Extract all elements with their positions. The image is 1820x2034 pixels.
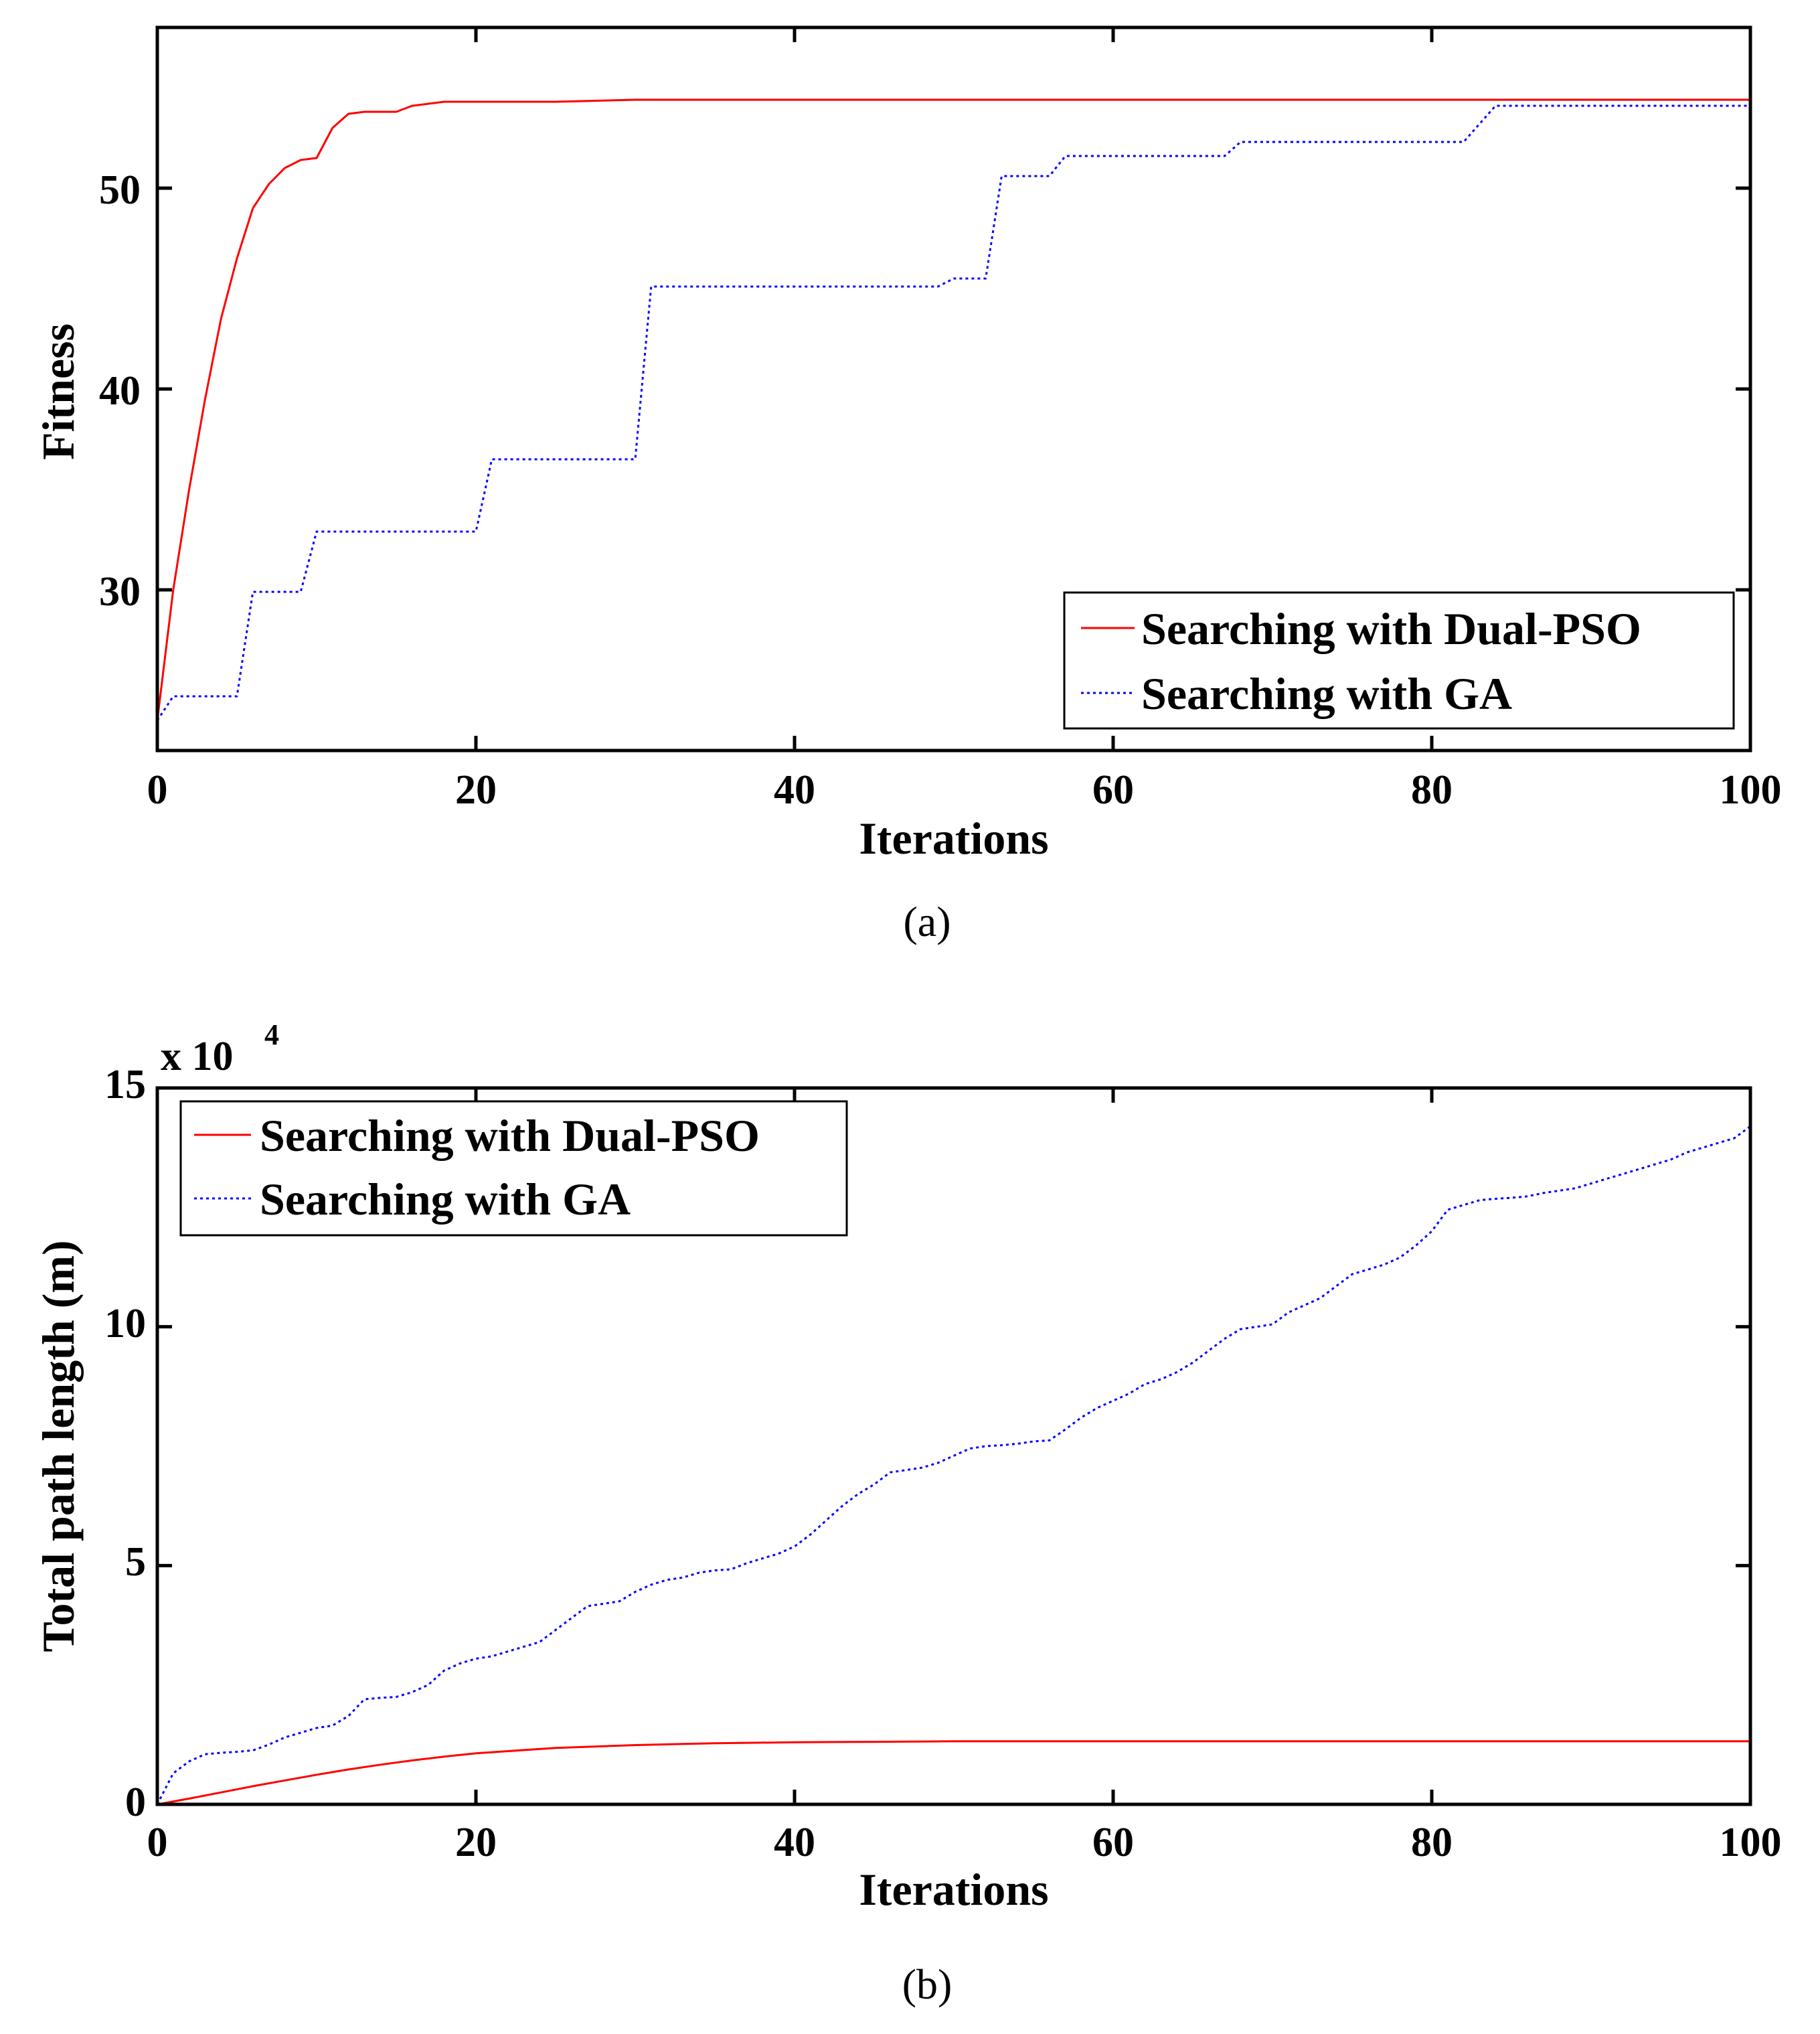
panel-a-xtick-label-100: 100	[1720, 767, 1782, 813]
panel-a-xtick-labels: 0 20 40 60 80 100	[147, 767, 1782, 813]
panel-a-ytick-label-40: 40	[99, 368, 141, 414]
panel-a-xtick-label-60: 60	[1092, 767, 1134, 813]
panel-b-exponent-power: 4	[264, 1018, 279, 1051]
panel-a-series-line-dual-pso	[156, 98, 1750, 721]
panel-b-ytick-labels: 0 5 10 15	[104, 1062, 146, 1825]
panel-b-axes-box	[155, 1086, 1752, 1806]
panel-a-xtick-label-20: 20	[455, 767, 497, 813]
panel-b-ytick-label-10: 10	[104, 1301, 146, 1346]
panel-b-exponent-label: x 10 4	[161, 1018, 279, 1079]
panel-b: 0 20 40 60 80 100 0 5 10 15 x 10 4 Itera…	[33, 1018, 1782, 2008]
panel-b-ytick-label-15: 15	[104, 1062, 146, 1107]
panel-a-series-layer	[156, 98, 1750, 721]
panel-a-y-axis-label: Fitness	[33, 323, 84, 460]
panel-b-xtick-label-100: 100	[1720, 1820, 1782, 1865]
panel-b-legend-box	[179, 1100, 848, 1237]
panel-b-xtick-label-40: 40	[774, 1820, 815, 1865]
panel-b-xtick-label-20: 20	[455, 1820, 497, 1865]
panel-b-caption: (b)	[902, 1960, 953, 2008]
panel-b-legend: Searching with Dual-PSO Searching with G…	[179, 1100, 848, 1237]
panel-b-series-layer	[156, 1125, 1751, 1806]
panel-a-ytick-labels: 30 40 50	[99, 167, 141, 615]
panel-a-ytick-label-30: 30	[99, 569, 141, 615]
panel-b-ytick-label-5: 5	[125, 1539, 146, 1585]
panel-b-series-line-dual-pso	[157, 1740, 1750, 1806]
panel-b-xtick-labels: 0 20 40 60 80 100	[147, 1820, 1782, 1865]
panel-a: 0 20 40 60 80 100 30 40 50 Iterations Fi…	[33, 25, 1782, 945]
panel-a-caption: (a)	[903, 898, 950, 945]
panel-a-ticks	[155, 27, 1752, 751]
panel-a-xtick-label-80: 80	[1411, 767, 1453, 813]
panel-b-ytick-label-0: 0	[125, 1780, 146, 1825]
panel-a-xtick-label-40: 40	[774, 767, 815, 813]
panel-b-series-line-ga	[156, 1125, 1751, 1805]
panel-a-legend-box	[1063, 591, 1735, 730]
panel-a-xtick-label-0: 0	[147, 767, 168, 813]
panel-b-xtick-label-80: 80	[1411, 1820, 1453, 1865]
panel-b-exponent-base: x 10	[161, 1034, 234, 1079]
panel-b-legend-label-ga: Searching with GA	[260, 1174, 631, 1225]
panel-b-legend-label-dual-pso: Searching with Dual-PSO	[260, 1110, 760, 1161]
panel-a-ytick-label-50: 50	[99, 167, 141, 213]
panel-a-series-line-ga	[156, 104, 1750, 721]
panel-b-xtick-label-0: 0	[147, 1820, 168, 1865]
panel-a-legend-label-dual-pso: Searching with Dual-PSO	[1141, 603, 1641, 654]
panel-a-legend: Searching with Dual-PSO Searching with G…	[1063, 591, 1735, 730]
panel-b-xtick-label-60: 60	[1092, 1820, 1134, 1865]
panel-b-y-axis-label: Total path length (m)	[33, 1240, 84, 1652]
panel-b-x-axis-label: Iterations	[859, 1864, 1048, 1915]
panel-b-ticks	[155, 1086, 1752, 1806]
panel-a-x-axis-label: Iterations	[859, 813, 1048, 864]
panel-a-legend-label-ga: Searching with GA	[1141, 668, 1512, 719]
